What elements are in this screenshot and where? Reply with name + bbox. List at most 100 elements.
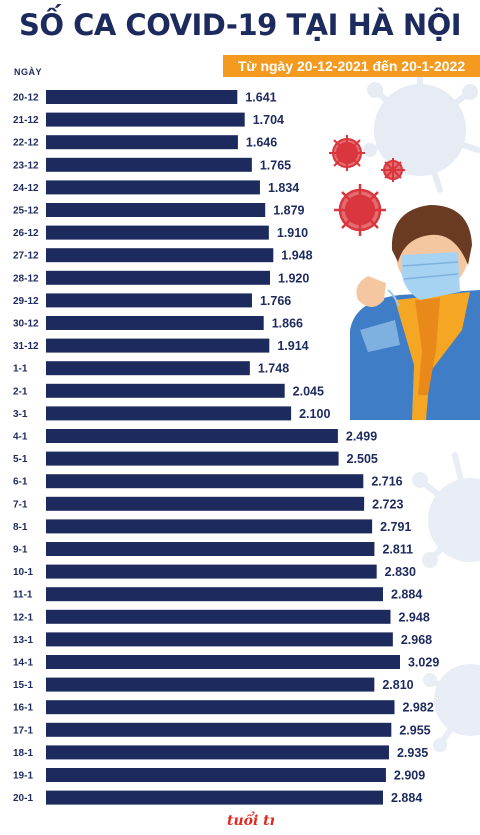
data-label: 1.766 [260,294,291,308]
bar [46,361,250,376]
category-label: 2-1 [13,386,28,397]
category-label: 11-1 [13,590,33,601]
data-label: 2.716 [371,475,402,489]
category-label: 20-1 [13,793,33,804]
data-label: 2.982 [402,701,433,715]
data-label: 1.879 [273,204,304,218]
bar [46,135,238,150]
bar [46,383,285,398]
data-label: 1.866 [272,317,303,331]
category-label: 5-1 [13,454,28,465]
category-label: 27-12 [13,251,39,262]
publisher-logo: tuổi trẻ [226,810,286,834]
pale-virus-icon [423,664,480,752]
bar [46,587,384,602]
bar [46,338,270,353]
data-label: 2.884 [391,791,422,805]
category-axis-label: NGÀY [14,67,43,77]
data-label: 1.704 [253,113,284,127]
page-title: SỐ CA COVID-19 TẠI HÀ NỘI [18,8,462,42]
category-label: 3-1 [13,409,28,420]
category-label: 1-1 [13,364,28,375]
bar [46,429,338,443]
bar [46,90,238,104]
category-label: 29-12 [13,296,39,307]
category-label: 21-12 [13,115,39,126]
category-label: 10-1 [13,567,33,578]
category-label: 15-1 [13,680,33,691]
category-label: 31-12 [13,341,39,352]
bar [46,496,365,511]
category-label: 7-1 [13,499,28,510]
red-virus-icon [334,184,386,236]
data-label: 2.909 [394,769,425,783]
bar [46,745,389,760]
category-label: 23-12 [13,160,39,171]
category-label: 20-12 [13,93,39,104]
bar [46,248,274,263]
data-label: 2.505 [347,452,378,466]
category-label: 28-12 [13,273,39,284]
category-label: 26-12 [13,228,39,239]
bar [46,655,400,669]
data-label: 2.045 [293,384,324,398]
bar [46,790,384,805]
category-label: 25-12 [13,206,39,217]
bar [46,542,375,556]
bar [46,677,375,692]
bar [46,609,391,624]
category-label: 8-1 [13,522,28,533]
data-label: 1.914 [277,339,308,353]
bar [46,203,266,217]
svg-text:tuổi trẻ: tuổi trẻ [227,811,274,829]
category-label: 9-1 [13,545,28,556]
data-label: 2.100 [299,407,330,421]
category-label: 13-1 [13,635,33,646]
bar [46,270,271,285]
data-label: 2.884 [391,588,422,602]
data-label: 1.910 [277,226,308,240]
data-label: 1.641 [245,91,276,105]
data-label: 2.968 [401,633,432,647]
tuoitre-logo-icon: tuổi trẻ [227,811,286,829]
category-label: 30-12 [13,319,39,330]
data-label: 1.834 [268,181,299,195]
bar [46,474,364,489]
bar [46,722,392,737]
data-label: 2.811 [382,543,413,557]
data-label: 1.765 [260,158,291,172]
pale-virus-icon [412,452,480,568]
red-virus-icon [381,158,405,182]
person-illustration [350,205,480,420]
bar [46,406,292,421]
category-label: 12-1 [13,612,33,623]
data-label: 1.748 [258,362,289,376]
data-label: 1.920 [278,271,309,285]
data-label: 2.810 [382,678,413,692]
bar [46,519,373,534]
data-label: 2.499 [346,430,377,444]
bar [46,316,264,330]
category-label: 17-1 [13,725,33,736]
bar [46,768,386,782]
category-label: 16-1 [13,703,33,714]
data-label: 2.791 [380,520,411,534]
category-label: 22-12 [13,138,39,149]
data-label: 1.948 [281,249,312,263]
bar [46,451,339,466]
bar [46,564,377,579]
bar [46,157,252,172]
data-label: 1.646 [246,136,277,150]
bar [46,225,269,240]
bar [46,632,393,647]
date-range-banner: Từ ngày 20-12-2021 đến 20-1-2022 [223,55,480,77]
bar [46,700,395,715]
data-label: 2.948 [399,610,430,624]
data-label: 2.955 [399,723,430,737]
category-label: 24-12 [13,183,39,194]
category-label: 18-1 [13,748,33,759]
data-label: 3.029 [408,656,439,670]
pale-virus-icon [363,60,480,193]
